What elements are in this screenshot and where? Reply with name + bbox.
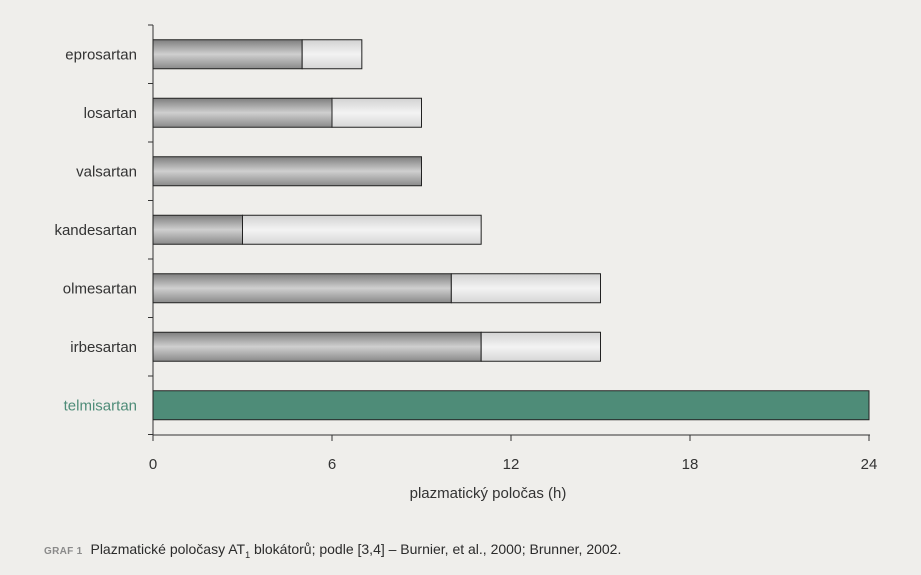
caption-subscript: 1 xyxy=(245,549,251,560)
category-label-valsartan: valsartan xyxy=(76,163,137,180)
bar-eprosartan-segment-2 xyxy=(301,39,363,70)
x-tick-labels: 0 6 12 18 24 xyxy=(149,456,878,473)
bar-irbesartan-segment-2 xyxy=(480,331,601,362)
caption-text: Plazmatické poločasy AT xyxy=(90,541,246,557)
x-tick-label: 24 xyxy=(861,456,878,473)
figure-caption: GRAF 1 Plazmatické poločasy AT1 blokátorů… xyxy=(44,541,621,560)
bar-chart: eprosartan losartan valsartan kandesartan ol… xyxy=(54,24,878,502)
x-tick-label: 6 xyxy=(328,456,336,473)
category-label-olmesartan: olmesartan xyxy=(63,280,137,297)
bar-olmesartan-segment-1 xyxy=(152,273,452,304)
bar-telmisartan-segment-1 xyxy=(152,390,870,421)
x-axis-label: plazmatický poločas (h) xyxy=(410,485,567,502)
category-label-irbesartan: irbesartan xyxy=(70,339,137,356)
caption-text-rest: blokátorů; podle [3,4] – Burnier, et al.… xyxy=(250,541,622,557)
category-label-losartan: losartan xyxy=(84,105,137,122)
bar-losartan-segment-2 xyxy=(331,97,422,128)
category-label-kandesartan: kandesartan xyxy=(54,222,137,239)
x-tick-label: 18 xyxy=(682,456,699,473)
bar-eprosartan-segment-1 xyxy=(152,39,303,70)
category-label-telmisartan: telmisartan xyxy=(64,397,137,414)
category-label-eprosartan: eprosartan xyxy=(65,46,137,63)
x-tick-label: 12 xyxy=(503,456,520,473)
bar-valsartan-segment-1 xyxy=(152,156,422,187)
chart-area: eprosartan losartan valsartan kandesartan ol… xyxy=(54,24,878,502)
bar-losartan-segment-1 xyxy=(152,97,333,128)
bar-kandesartan-segment-2 xyxy=(242,214,482,245)
bar-olmesartan-segment-2 xyxy=(450,273,602,304)
bar-irbesartan-segment-1 xyxy=(152,331,482,362)
category-labels: eprosartan losartan valsartan kandesartan ol… xyxy=(54,46,137,414)
bar-kandesartan-segment-1 xyxy=(152,214,243,245)
bars xyxy=(152,39,870,421)
caption-tag: GRAF 1 xyxy=(44,546,83,557)
x-tick-label: 0 xyxy=(149,456,157,473)
